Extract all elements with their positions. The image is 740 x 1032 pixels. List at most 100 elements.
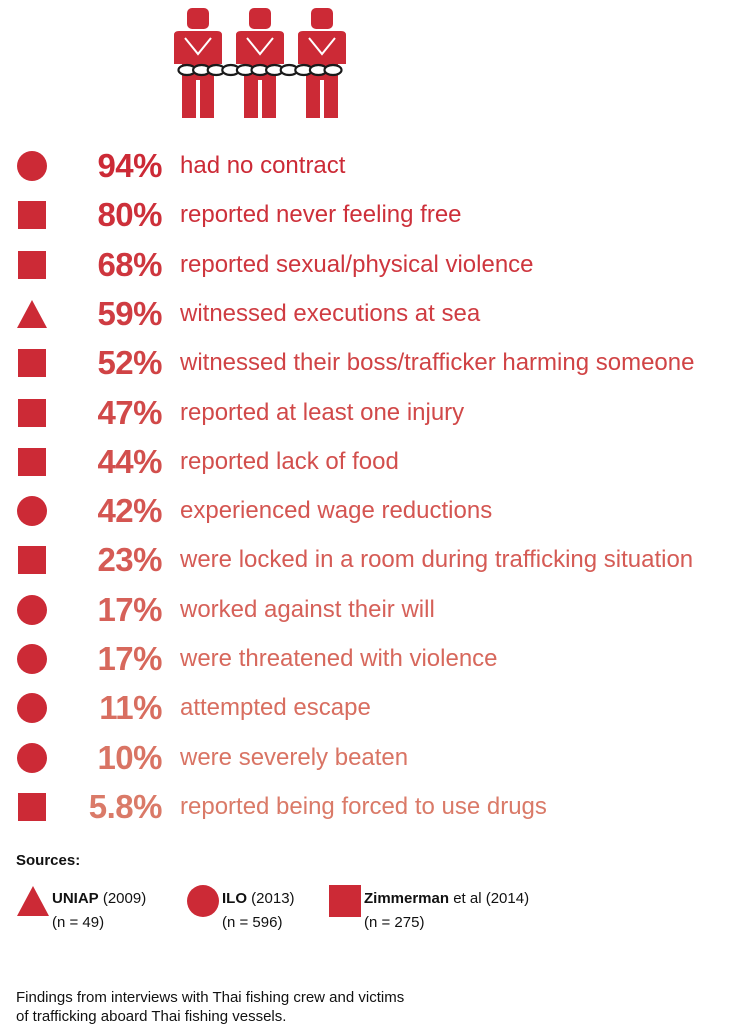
legend-sample-size: (n = 596) <box>222 914 283 931</box>
stat-row: 11% attempted escape <box>0 688 740 728</box>
stat-row: 42% experienced wage reductions <box>0 491 740 531</box>
legend-triangle-shape <box>17 886 49 916</box>
legend-sample-size: (n = 275) <box>364 914 425 931</box>
person-head <box>249 8 271 29</box>
stat-row: 17% were threatened with violence <box>0 639 740 679</box>
stat-label: witnessed executions at sea <box>180 299 481 327</box>
stat-row: 80% reported never feeling free <box>0 195 740 235</box>
stat-label: worked against their will <box>180 595 435 623</box>
stat-label: attempted escape <box>180 694 371 722</box>
stat-row: 47% reported at least one injury <box>0 393 740 433</box>
square-shape <box>18 447 46 476</box>
square-shape <box>18 349 46 378</box>
legend-name: UNIAP (2009) <box>52 890 146 907</box>
stat-percentage: 52% <box>97 344 162 382</box>
three-chained-people-icon <box>174 8 346 118</box>
stat-row: 52% witnessed their boss/trafficker harmi… <box>0 343 740 383</box>
person-head <box>311 8 333 29</box>
chain-link <box>323 63 343 77</box>
square-icon <box>18 447 46 476</box>
stat-percentage: 10% <box>97 738 162 776</box>
legend-source-year: (2013) <box>247 890 295 907</box>
stat-label: had no contract <box>180 152 346 179</box>
legend-name: ILO (2013) <box>222 890 295 907</box>
stat-percentage: 17% <box>97 590 162 628</box>
triangle-shape <box>17 299 47 328</box>
square-shape <box>18 792 46 821</box>
stat-percentage: 11% <box>99 689 162 727</box>
stat-percentage: 5.8% <box>88 787 163 825</box>
square-shape <box>18 546 46 575</box>
footnote: Findings from interviews with Thai fishi… <box>16 988 536 1026</box>
legend-source-year: et al (2014) <box>449 890 530 907</box>
circle-icon <box>187 885 219 917</box>
stat-row: 59% witnessed executions at sea <box>0 294 740 334</box>
stat-row: 5.8% reported being forced to use drugs <box>0 787 740 827</box>
footnote-line-2: of trafficking aboard Thai fishing vesse… <box>16 1008 287 1025</box>
stat-row: 94% had no contract <box>0 146 740 186</box>
stat-row: 10% were severely beaten <box>0 738 740 778</box>
stat-percentage: 23% <box>97 541 162 579</box>
square-shape <box>18 250 46 279</box>
footnote-line-1: Findings from interviews with Thai fishi… <box>16 989 405 1006</box>
square-icon <box>18 546 46 575</box>
stat-row: 17% worked against their will <box>0 590 740 630</box>
stat-label: witnessed their boss/trafficker harming … <box>180 349 695 377</box>
legend-source-name: UNIAP <box>52 890 99 907</box>
stat-percentage: 42% <box>97 492 162 530</box>
triangle-icon <box>17 299 47 328</box>
circle-icon <box>17 742 47 773</box>
square-icon <box>18 250 46 279</box>
circle-icon <box>17 594 47 625</box>
stat-label: reported sexual/physical violence <box>180 250 534 278</box>
stat-label: were threatened with violence <box>180 645 498 672</box>
stat-percentage: 17% <box>97 640 162 677</box>
circle-shape <box>17 496 47 527</box>
square-icon <box>18 201 46 230</box>
person-head <box>187 8 209 29</box>
circle-icon <box>17 644 47 674</box>
person-arms <box>184 37 212 56</box>
square-icon <box>18 398 46 427</box>
triangle-icon <box>17 886 49 916</box>
square-icon <box>329 885 361 917</box>
circle-shape <box>17 742 47 773</box>
stat-label: experienced wage reductions <box>180 497 493 525</box>
stat-row: 23% were locked in a room during traffick… <box>0 540 740 580</box>
person-arms <box>246 37 274 56</box>
stat-label: reported being forced to use drugs <box>180 792 547 820</box>
chain-links <box>177 63 343 77</box>
stat-row: 44% reported lack of food <box>0 442 740 482</box>
legend-source-year: (2009) <box>98 890 147 907</box>
circle-shape <box>17 151 47 181</box>
circle-icon <box>17 151 47 181</box>
circle-shape <box>17 594 47 625</box>
circle-shape <box>17 693 47 724</box>
stat-label: were locked in a room during trafficking… <box>180 546 694 574</box>
square-shape <box>18 201 46 230</box>
circle-shape <box>17 644 47 674</box>
circle-icon <box>17 693 47 724</box>
legend-circle-shape <box>187 885 219 917</box>
legend-source-name: ILO <box>222 890 247 907</box>
legend-sample-size: (n = 49) <box>52 914 105 931</box>
stat-percentage: 68% <box>97 245 162 283</box>
stat-percentage: 94% <box>97 147 162 184</box>
stat-percentage: 59% <box>97 294 162 332</box>
stat-row: 68% reported sexual/physical violence <box>0 245 740 285</box>
legend-square-shape <box>329 885 361 917</box>
circle-icon <box>17 496 47 527</box>
square-shape <box>18 398 46 427</box>
stat-percentage: 47% <box>97 393 162 431</box>
stat-label: reported never feeling free <box>180 201 462 229</box>
legend-source-name: Zimmerman <box>364 890 450 907</box>
square-icon <box>18 792 46 821</box>
stat-percentage: 80% <box>97 196 162 234</box>
stat-label: reported at least one injury <box>180 398 465 426</box>
statistics-list: 94% had no contract 80% reported never feel… <box>0 146 740 827</box>
legend-name: Zimmerman et al (2014) <box>364 890 529 907</box>
stat-label: reported lack of food <box>180 447 399 475</box>
stat-label: were severely beaten <box>180 743 409 771</box>
sources-title: Sources: <box>16 852 81 869</box>
stat-percentage: 44% <box>97 442 162 480</box>
